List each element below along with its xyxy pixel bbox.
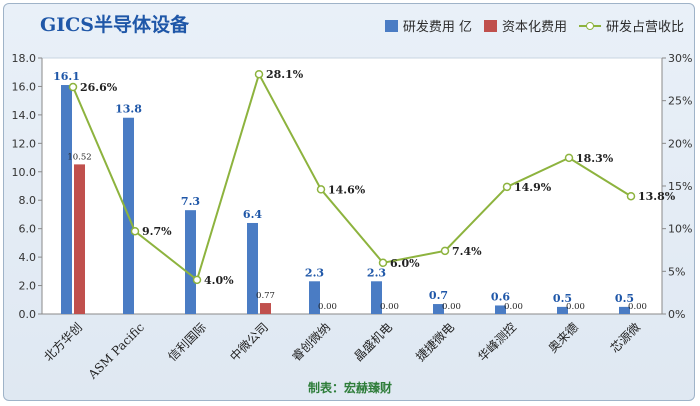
bar-rd-expense xyxy=(247,222,258,314)
bar-label-rd-expense: 16.1 xyxy=(53,70,80,83)
x-tick-label: 睿创微纳 xyxy=(289,319,334,364)
left-tick-label: 14.0 xyxy=(12,109,37,122)
right-tick-label: 20% xyxy=(668,137,692,150)
bar-label-rd-expense: 0.7 xyxy=(429,289,448,302)
point-label-rd-ratio: 7.4% xyxy=(452,245,482,258)
bar-label-rd-expense: 7.3 xyxy=(181,195,200,208)
x-tick-label: 华峰测控 xyxy=(475,320,519,364)
bar-capitalized-expense xyxy=(260,303,271,314)
point-label-rd-ratio: 14.9% xyxy=(514,181,552,194)
bar-label-capitalized-expense: 0.00 xyxy=(380,302,399,312)
point-label-rd-ratio: 28.1% xyxy=(266,68,304,81)
legend-swatch-rd-expense xyxy=(384,19,398,32)
left-tick-label: 12.0 xyxy=(12,137,37,150)
x-tick-label: 信利国际 xyxy=(165,320,209,364)
legend-item-capitalized-expense: 资本化费用 xyxy=(483,16,567,35)
bar-label-capitalized-expense: 0.00 xyxy=(628,302,647,312)
left-tick-label: 4.0 xyxy=(19,251,37,264)
line-rd-ratio xyxy=(72,71,632,282)
bar-label-rd-expense: 13.8 xyxy=(115,103,142,116)
point-label-rd-ratio: 18.3% xyxy=(576,152,614,165)
bar-label-capitalized-expense: 10.52 xyxy=(67,152,91,162)
bar-rd-expense xyxy=(185,210,196,314)
left-tick-label: 18.0 xyxy=(12,52,37,65)
legend-item-rd-ratio: 研发占营收比 xyxy=(578,16,684,35)
point-rd-ratio xyxy=(378,258,388,268)
bar-rd-expense xyxy=(433,304,444,314)
point-rd-ratio xyxy=(564,153,574,163)
x-tick-label: 北方华创 xyxy=(41,319,86,364)
point-rd-ratio xyxy=(440,246,450,256)
left-tick-label: 8.0 xyxy=(19,194,37,207)
bar-rd-expense xyxy=(557,306,568,314)
bar-rd-expense xyxy=(495,305,506,314)
point-label-rd-ratio: 13.8% xyxy=(638,190,676,203)
bar-label-capitalized-expense: 0.00 xyxy=(442,302,461,312)
left-tick-label: 0.0 xyxy=(19,308,37,321)
x-tick-label: 奥来德 xyxy=(545,319,581,355)
bar-rd-expense xyxy=(371,281,382,314)
left-tick-label: 2.0 xyxy=(19,280,37,293)
left-tick-label: 10.0 xyxy=(12,166,37,179)
right-tick-label: 0% xyxy=(668,308,685,321)
bar-label-rd-expense: 2.3 xyxy=(305,266,324,279)
point-rd-ratio xyxy=(68,82,78,92)
legend-swatch-capitalized-expense xyxy=(483,19,497,32)
point-label-rd-ratio: 26.6% xyxy=(80,81,118,94)
legend-item-rd-expense: 研发费用 亿 xyxy=(384,16,472,35)
right-tick-label: 5% xyxy=(668,265,685,278)
bar-rd-expense xyxy=(309,281,320,314)
left-tick-label: 6.0 xyxy=(19,223,37,236)
bar-label-capitalized-expense: 0.00 xyxy=(566,302,585,312)
legend-label-rd-ratio: 研发占营收比 xyxy=(605,20,684,35)
bar-label-rd-expense: 0.6 xyxy=(491,290,510,303)
point-rd-ratio xyxy=(130,226,140,236)
chart-legend: 研发费用 亿 资本化费用 研发占营收比 xyxy=(384,16,684,35)
bar-label-rd-expense: 0.5 xyxy=(553,292,572,305)
x-tick-label: ASM Pacific xyxy=(85,320,147,382)
bar-rd-expense xyxy=(619,306,630,314)
bar-rd-expense xyxy=(61,85,72,315)
right-tick-label: 30% xyxy=(668,52,692,65)
bar-label-rd-expense: 2.3 xyxy=(367,266,386,279)
legend-label-capitalized-expense: 资本化费用 xyxy=(501,20,567,35)
bar-label-rd-expense: 6.4 xyxy=(243,208,262,221)
bar-label-capitalized-expense: 0.00 xyxy=(318,302,337,312)
bar-label-capitalized-expense: 0.77 xyxy=(256,291,275,301)
point-rd-ratio xyxy=(192,275,202,285)
plot-area xyxy=(41,57,663,315)
chart-footer: 制表：宏赫臻财 xyxy=(307,381,392,395)
legend-label-rd-expense: 研发费用 亿 xyxy=(402,20,472,35)
point-rd-ratio xyxy=(502,182,512,192)
left-tick-label: 16.0 xyxy=(12,80,37,93)
bar-capitalized-expense xyxy=(74,164,85,314)
right-tick-label: 25% xyxy=(668,95,692,108)
point-rd-ratio xyxy=(254,69,264,79)
point-label-rd-ratio: 4.0% xyxy=(204,274,234,287)
point-rd-ratio xyxy=(316,185,326,194)
legend-swatch-rd-ratio xyxy=(578,21,601,31)
point-rd-ratio xyxy=(626,191,636,201)
point-label-rd-ratio: 14.6% xyxy=(328,183,366,196)
bar-label-capitalized-expense: 0.00 xyxy=(504,302,523,312)
point-label-rd-ratio: 9.7% xyxy=(142,225,172,238)
x-tick-label: 晶盛机电 xyxy=(351,319,396,364)
x-tick-label: 中微公司 xyxy=(227,319,272,364)
right-tick-label: 15% xyxy=(668,180,692,193)
chart-title: GICS半导体设备 xyxy=(40,14,189,36)
x-tick-label: 捷捷微电 xyxy=(413,320,457,364)
right-tick-label: 10% xyxy=(668,223,692,236)
x-tick-label: 芯源微 xyxy=(608,320,643,355)
bar-label-rd-expense: 0.5 xyxy=(615,292,634,305)
point-label-rd-ratio: 6.0% xyxy=(390,257,420,270)
